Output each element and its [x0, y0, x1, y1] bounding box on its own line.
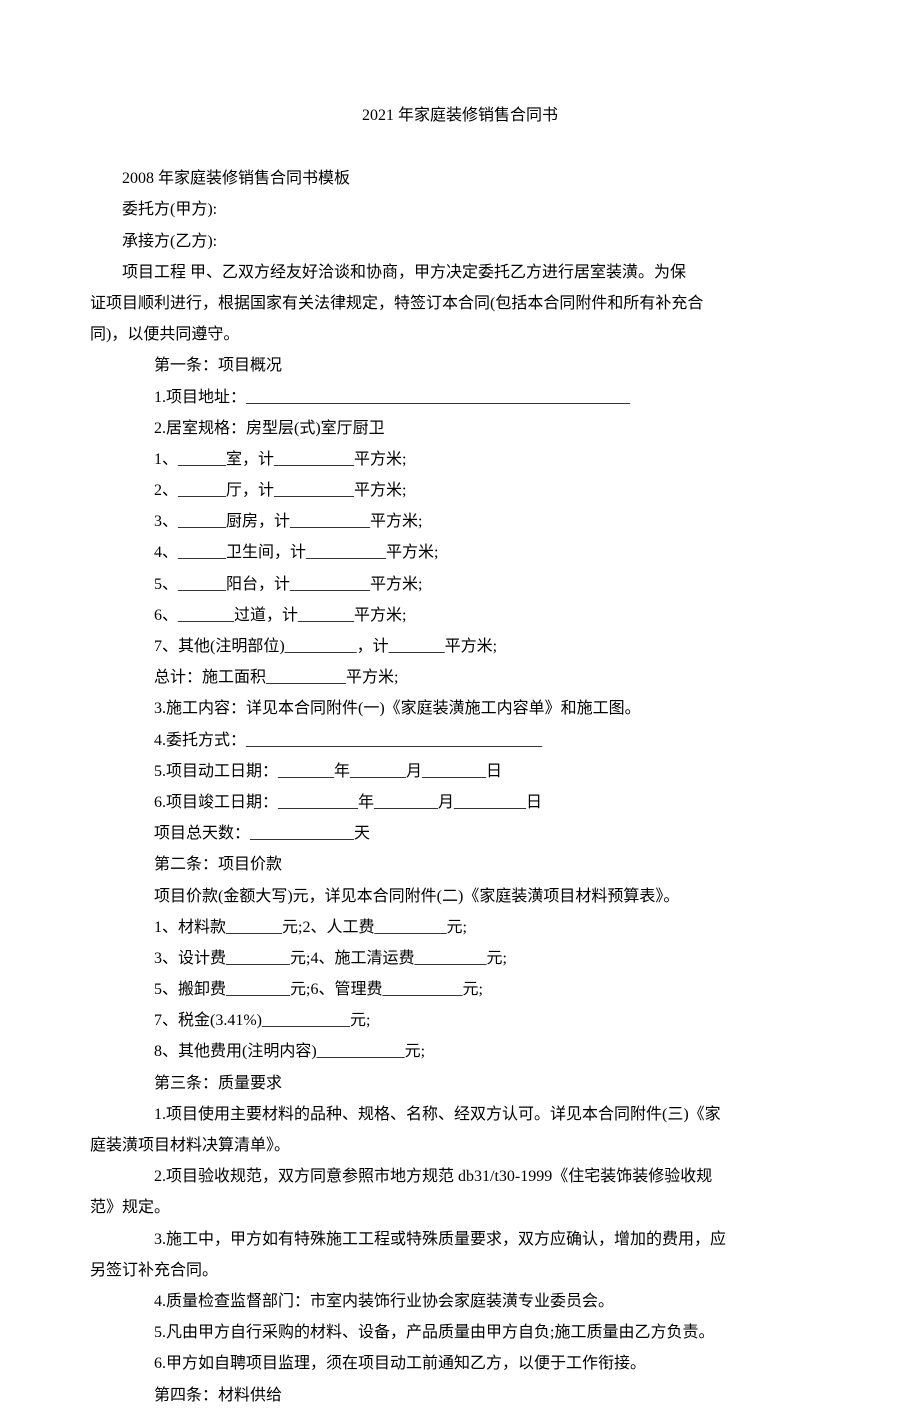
body-line: 承接方(乙方):	[90, 226, 830, 257]
body-line: 3.施工内容：详见本合同附件(一)《家庭装潢施工内容单》和施工图。	[90, 693, 830, 724]
body-line: 第一条：项目概况	[90, 350, 830, 381]
body-line: 6.项目竣工日期：__________年________月_________日	[90, 787, 830, 818]
body-line: 庭装潢项目材料决算清单》。	[90, 1130, 830, 1161]
body-line: 4.委托方式：_________________________________…	[90, 725, 830, 756]
body-line: 7、其他(注明部位)_________，计_______平方米;	[90, 631, 830, 662]
body-line: 同)，以便共同遵守。	[90, 319, 830, 350]
body-line: 2.居室规格：房型层(式)室厅厨卫	[90, 413, 830, 444]
body-line: 2、______厅，计__________平方米;	[90, 475, 830, 506]
body-line: 6、_______过道，计_______平方米;	[90, 600, 830, 631]
body-line: 第二条：项目价款	[90, 849, 830, 880]
body-line: 1.项目地址：_________________________________…	[90, 382, 830, 413]
body-line: 5、搬卸费________元;6、管理费__________元;	[90, 974, 830, 1005]
body-line: 1、______室，计__________平方米;	[90, 444, 830, 475]
document-title: 2021 年家庭装修销售合同书	[90, 100, 830, 131]
body-line: 委托方(甲方):	[90, 194, 830, 225]
body-line: 4、______卫生间，计__________平方米;	[90, 537, 830, 568]
body-line: 证项目顺利进行，根据国家有关法律规定，特签订本合同(包括本合同附件和所有补充合	[90, 288, 830, 319]
body-line: 3、设计费________元;4、施工清运费_________元;	[90, 943, 830, 974]
body-line: 第四条：材料供给	[90, 1380, 830, 1411]
body-line: 范》规定。	[90, 1192, 830, 1223]
body-line: 5.凡由甲方自行采购的材料、设备，产品质量由甲方自负;施工质量由乙方负责。	[90, 1317, 830, 1348]
document-body: 2008 年家庭装修销售合同书模板委托方(甲方):承接方(乙方):项目工程 甲、…	[90, 163, 830, 1411]
body-line: 1.项目使用主要材料的品种、规格、名称、经双方认可。详见本合同附件(三)《家	[90, 1099, 830, 1130]
body-line: 3.施工中，甲方如有特殊施工工程或特殊质量要求，双方应确认，增加的费用，应	[90, 1224, 830, 1255]
body-line: 8、其他费用(注明内容)___________元;	[90, 1036, 830, 1067]
body-line: 项目总天数：_____________天	[90, 818, 830, 849]
body-line: 5、______阳台，计__________平方米;	[90, 569, 830, 600]
body-line: 总计：施工面积__________平方米;	[90, 662, 830, 693]
body-line: 项目工程 甲、乙双方经友好洽谈和协商，甲方决定委托乙方进行居室装潢。为保	[90, 257, 830, 288]
body-line: 2008 年家庭装修销售合同书模板	[90, 163, 830, 194]
body-line: 项目价款(金额大写)元，详见本合同附件(二)《家庭装潢项目材料预算表》。	[90, 881, 830, 912]
body-line: 1、材料款_______元;2、人工费_________元;	[90, 912, 830, 943]
body-line: 6.甲方如自聘项目监理，须在项目动工前通知乙方，以便于工作衔接。	[90, 1348, 830, 1379]
body-line: 7、税金(3.41%)___________元;	[90, 1005, 830, 1036]
body-line: 第三条：质量要求	[90, 1068, 830, 1099]
body-line: 2.项目验收规范，双方同意参照市地方规范 db31/t30-1999《住宅装饰装…	[90, 1161, 830, 1192]
body-line: 5.项目动工日期：_______年_______月________日	[90, 756, 830, 787]
body-line: 3、______厨房，计__________平方米;	[90, 506, 830, 537]
body-line: 另签订补充合同。	[90, 1255, 830, 1286]
